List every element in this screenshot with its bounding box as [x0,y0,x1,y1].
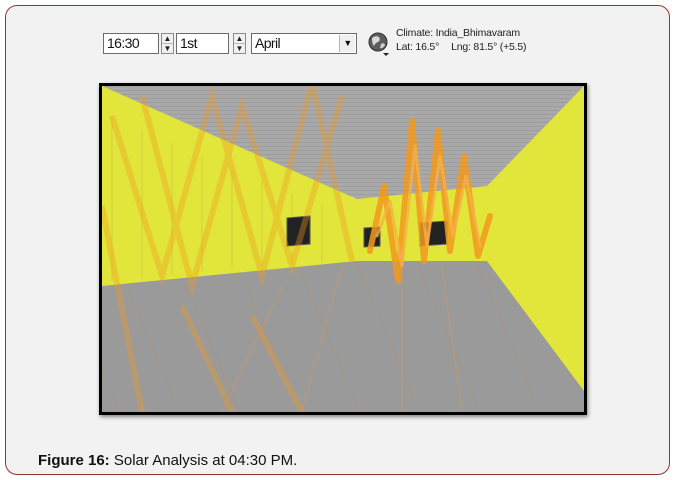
figure-caption: Figure 16: Solar Analysis at 04:30 PM. [38,452,297,469]
figure-caption-label: Figure 16: [38,452,110,469]
time-spin-down-icon[interactable]: ▼ [163,44,172,53]
month-select-value: April [255,35,281,51]
time-input[interactable]: 16:30 [103,33,159,54]
floor [102,261,584,412]
time-spinner[interactable]: ▲ ▼ [161,33,174,54]
solar-analysis-viewport[interactable] [99,83,587,415]
right-wall [487,86,584,391]
left-wall-window [286,215,311,247]
sun-path [367,118,493,284]
figure-caption-text: Solar Analysis at 04:30 PM. [113,452,298,469]
location-coordinates: Lat: 16.5° Lng: 81.5° (+5.5) [396,41,527,54]
room-render [102,86,584,412]
latitude-label: Lat: 16.5° [396,41,440,53]
floor-sun-rays [221,265,463,412]
globe-icon[interactable] [368,31,390,57]
day-spin-up-icon[interactable]: ▲ [234,34,245,44]
day-spinner[interactable]: ▲ ▼ [233,33,246,54]
day-input[interactable]: 1st [176,33,229,54]
day-spin-down-icon[interactable]: ▼ [235,44,244,53]
chevron-down-icon[interactable]: ▼ [339,35,355,52]
time-spin-up-icon[interactable]: ▲ [162,34,173,44]
longitude-label: Lng: 81.5° (+5.5) [451,41,527,53]
month-select[interactable]: April ▼ [251,33,357,54]
climate-label: Climate: India_Bhimavaram [396,27,520,39]
solar-toolbar: 16:30 ▲ ▼ 1st ▲ ▼ April ▼ Climate: India… [100,23,590,63]
